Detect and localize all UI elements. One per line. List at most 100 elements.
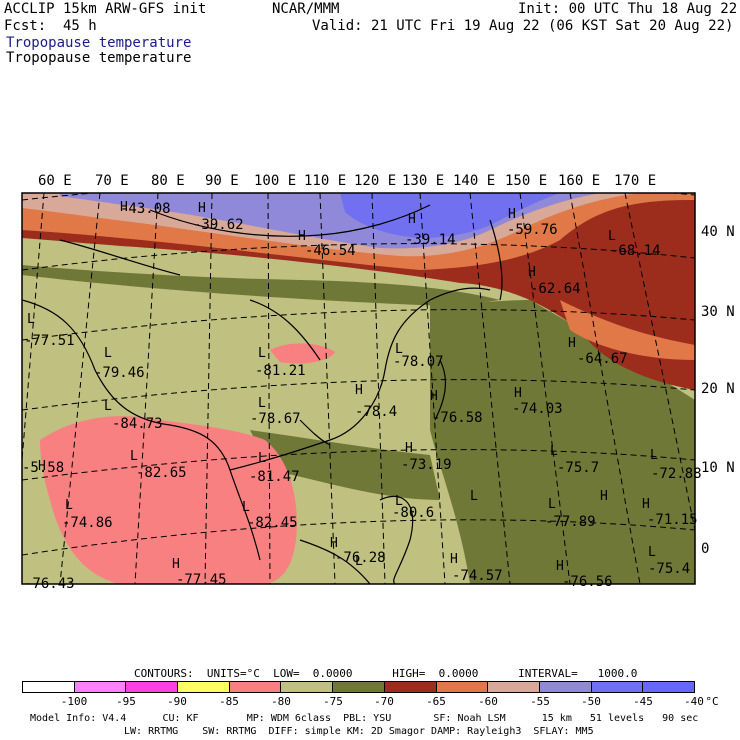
value-label: -71.15 [647, 512, 698, 528]
color-swatch [591, 682, 644, 692]
lon-label: 150 E [505, 173, 547, 189]
high-marker: H [38, 459, 46, 474]
value-label: -84.73 [112, 416, 163, 432]
lon-label: 110 E [304, 173, 346, 189]
value-label: -5.58 [22, 460, 64, 476]
high-marker: H [528, 265, 536, 280]
value-label: -62.64 [530, 281, 581, 297]
low-marker: L [470, 489, 478, 504]
low-marker: L [27, 312, 35, 327]
value-label: -39.14 [405, 232, 456, 248]
coastlines [22, 204, 503, 584]
lat-label: 30 N [701, 304, 735, 320]
high-marker: H [355, 383, 363, 398]
low-marker: L [258, 396, 266, 411]
value-label: -73.19 [401, 457, 452, 473]
low-marker: L [104, 399, 112, 414]
low-marker: L [258, 346, 266, 361]
contours-info: CONTOURS: UNITS=°C LOW= 0.0000 HIGH= 0.0… [134, 667, 638, 680]
value-label: -74.03 [512, 401, 563, 417]
value-label: -82.45 [247, 515, 298, 531]
lon-label: 130 E [402, 173, 444, 189]
lon-label: 170 E [614, 173, 656, 189]
low-marker: L [650, 448, 658, 463]
high-marker: H [568, 336, 576, 351]
scale-tick: -80 [271, 695, 291, 708]
lat-label: 10 N [701, 460, 735, 476]
low-marker: L [395, 494, 403, 509]
high-marker: H [556, 559, 564, 574]
color-swatch [436, 682, 489, 692]
scale-tick: -40 [684, 695, 704, 708]
value-label: -72.88 [651, 466, 702, 482]
low-marker: L [395, 342, 403, 357]
map-frame [21, 192, 696, 585]
field-title-primary: Tropopause temperature [6, 35, 192, 51]
valid-time: Valid: 21 UTC Fri 19 Aug 22 (06 KST Sat … [312, 18, 734, 34]
high-marker: H [330, 536, 338, 551]
value-label: -75.4 [648, 561, 690, 577]
model-info-line1: Model Info: V4.4 CU: KF MP: WDM 6class P… [30, 713, 699, 724]
longitude-labels: 60 E 70 E 80 E 90 E 100 E 110 E 120 E 13… [38, 173, 656, 189]
value-label: -82.65 [136, 465, 187, 481]
source-label: NCAR/MMM [272, 1, 340, 17]
color-swatch [229, 682, 282, 692]
latitude-labels: 40 N 30 N 20 N 10 N 0 [701, 224, 735, 557]
high-marker: H [642, 497, 650, 512]
value-label: -79.46 [94, 365, 145, 381]
value-label: -80.6 [392, 505, 434, 521]
value-label: -77.45 [176, 572, 227, 588]
model-info-line2: LW: RRTMG SW: RRTMG DIFF: simple KM: 2D … [124, 726, 594, 737]
high-marker: H [450, 552, 458, 567]
color-swatch [281, 682, 334, 692]
scale-tick: -65 [426, 695, 446, 708]
low-marker: L [104, 346, 112, 361]
lon-label: 160 E [558, 173, 600, 189]
color-swatch [178, 682, 230, 692]
high-marker: H [172, 557, 180, 572]
low-marker: L [242, 500, 250, 515]
value-label: -81.21 [255, 363, 306, 379]
high-marker: H [408, 212, 416, 227]
high-marker: H [600, 489, 608, 504]
high-marker: H [508, 207, 516, 222]
low-marker: L [608, 229, 616, 244]
value-label: -78.67 [250, 411, 301, 427]
field-title-secondary: Tropopause temperature [6, 50, 192, 66]
color-swatch [74, 682, 127, 692]
lon-label: 70 E [95, 173, 129, 189]
value-label: -74.57 [452, 568, 503, 584]
low-marker: L [258, 451, 266, 466]
value-label: -76.43 [24, 576, 75, 592]
value-label: -76.28 [335, 550, 386, 566]
high-marker: H [514, 386, 522, 401]
lon-label: 140 E [453, 173, 495, 189]
value-label: -74.86 [62, 515, 113, 531]
extrema-values: -43.08 -39.62 -46.54 -39.14 -59.76 -68.1… [22, 201, 702, 592]
value-label: -39.62 [193, 217, 244, 233]
value-label: -81.47 [249, 469, 300, 485]
lon-label: 100 E [254, 173, 296, 189]
lon-label: 90 E [205, 173, 239, 189]
value-label: -76.56 [562, 574, 613, 590]
high-marker: H [405, 441, 413, 456]
value-label: -78.07 [393, 354, 444, 370]
value-label: -59.76 [507, 222, 558, 238]
init-time: Init: 00 UTC Thu 18 Aug 22 [518, 1, 738, 17]
scale-tick: -95 [116, 695, 136, 708]
color-swatch [23, 682, 75, 692]
scale-tick: -70 [374, 695, 394, 708]
lon-label: 80 E [151, 173, 185, 189]
high-marker: H [120, 200, 128, 215]
color-swatch [333, 682, 385, 692]
color-swatch [643, 682, 694, 692]
lat-label: 40 N [701, 224, 735, 240]
color-swatch [488, 682, 540, 692]
lat-label: 0 [701, 541, 709, 557]
value-label: -75.7 [557, 460, 599, 476]
high-marker: H [430, 389, 438, 404]
value-label: -77.89 [545, 514, 596, 530]
lon-label: 120 E [354, 173, 396, 189]
